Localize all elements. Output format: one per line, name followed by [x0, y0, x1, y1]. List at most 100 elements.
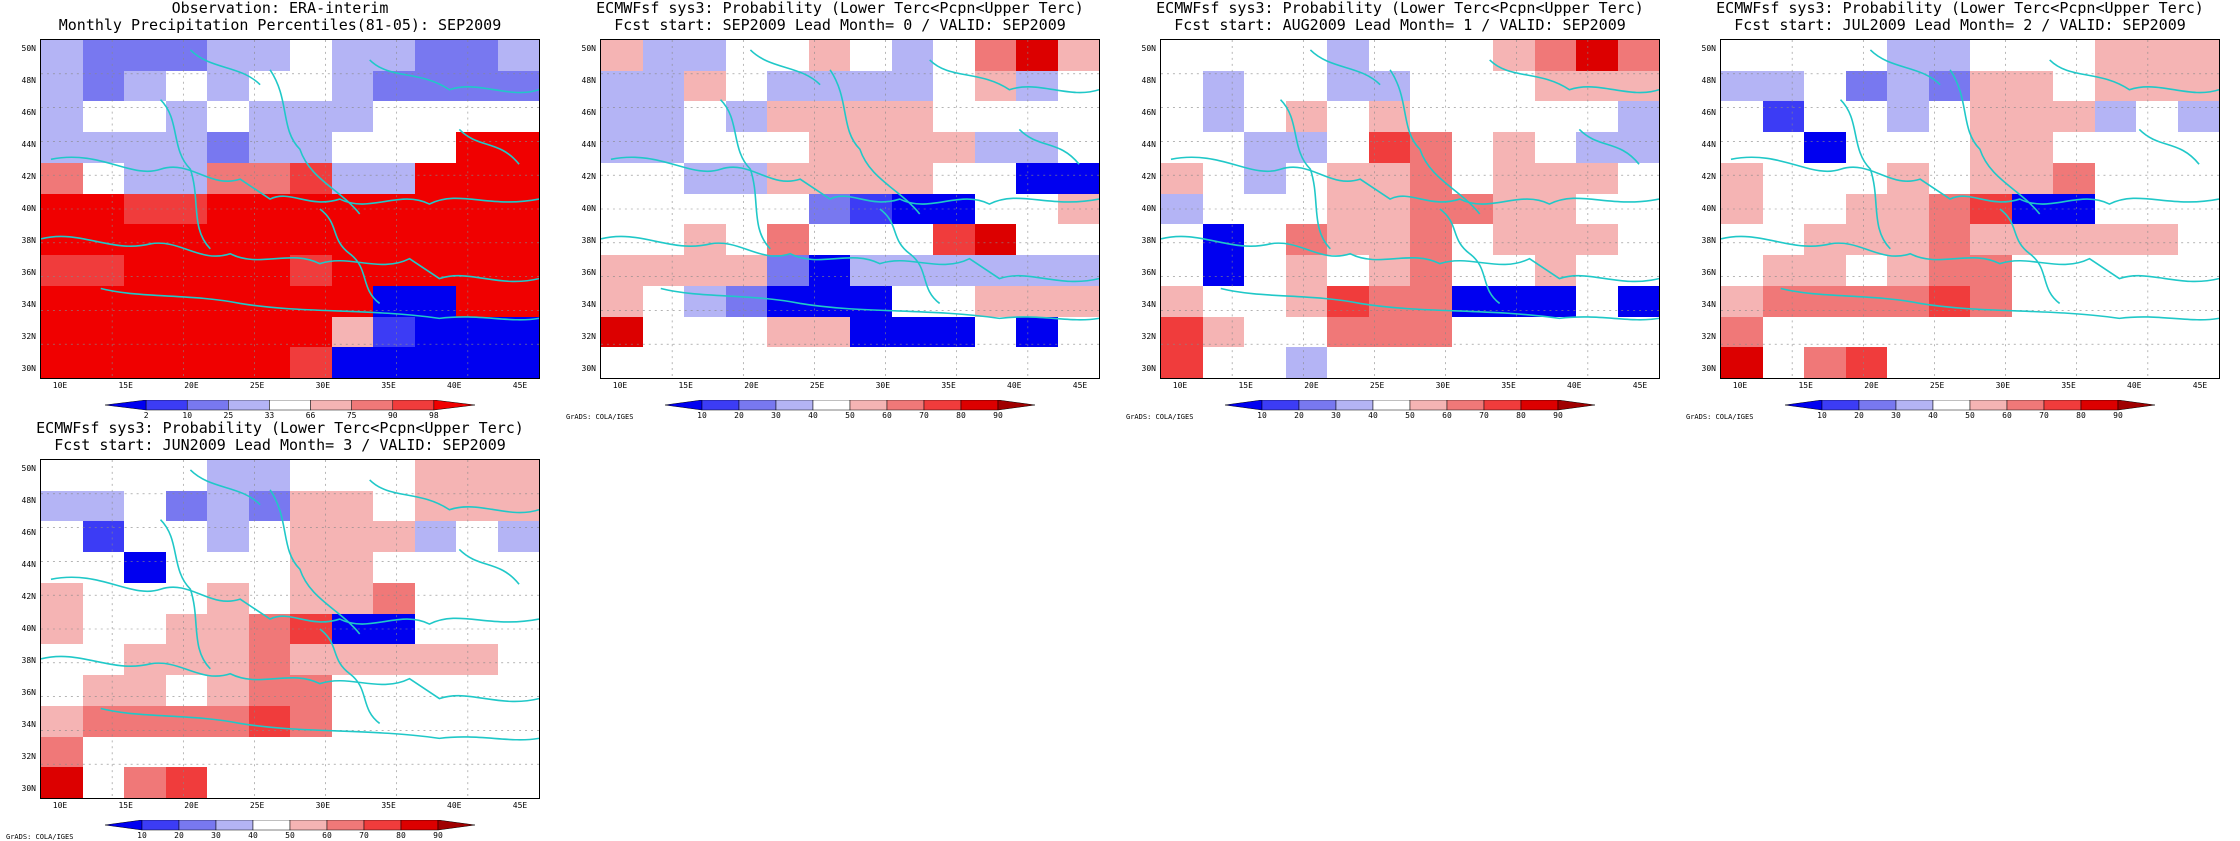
- lon-tick-label: 25E: [1929, 381, 1945, 390]
- grid-cell: [124, 285, 166, 317]
- colorbar-swatch: [701, 400, 740, 411]
- lon-tick-label: 45E: [2192, 381, 2208, 390]
- grid-cell: [41, 644, 83, 676]
- grid-cell: [2011, 40, 2053, 71]
- colorbar-swatch: [775, 400, 814, 411]
- map-plot: [600, 39, 1100, 379]
- grid-cell: [974, 224, 1016, 256]
- grid-cell: [82, 460, 124, 491]
- lon-tick-label: 30E: [875, 381, 891, 390]
- grid-cell: [2136, 255, 2178, 286]
- grid-cell: [1285, 347, 1327, 378]
- grid-cell: [456, 644, 498, 676]
- grid-cell: [1202, 285, 1244, 317]
- grid-cell: [642, 70, 684, 102]
- grid-cell: [725, 255, 767, 286]
- lon-tick-label: 40E: [2127, 381, 2142, 390]
- coastline: [41, 235, 539, 283]
- grid-cell: [497, 285, 539, 317]
- colorbar-label: 40: [808, 411, 818, 420]
- grid-cell: [601, 224, 643, 256]
- grid-cell: [82, 70, 124, 102]
- grid-cell: [497, 460, 539, 491]
- grid-cell: [2094, 162, 2136, 194]
- grid-cell: [41, 70, 83, 102]
- grid-cell: [1534, 316, 1576, 348]
- lat-tick-label: 48N: [1141, 76, 1156, 85]
- lon-tick-label: 40E: [447, 801, 462, 810]
- grid-cell: [1845, 347, 1887, 378]
- grid-cell: [1845, 132, 1887, 163]
- grid-cell: [974, 70, 1016, 102]
- grid-cell: [2094, 316, 2136, 348]
- colorbar-label: 80: [396, 831, 406, 840]
- grid-cell: [642, 347, 684, 378]
- grid-cell: [456, 162, 498, 194]
- grid-cell: [41, 521, 83, 553]
- grid-cell: [1804, 162, 1846, 194]
- grid-cell: [684, 132, 726, 163]
- grid-cell: [331, 162, 373, 194]
- colorbar-label: 75: [346, 411, 357, 420]
- grid-cell: [2177, 40, 2219, 71]
- grid-cell: [2053, 285, 2095, 317]
- grid-cell: [1244, 70, 1286, 102]
- grid-cell: [1804, 255, 1846, 286]
- coastline: [369, 59, 539, 94]
- lon-tick-label: 15E: [678, 381, 693, 390]
- panel-title: ECMWFsf sys3: Probability (Lower Terc<Pc…: [1680, 0, 2240, 34]
- colorbar-label: 40: [1928, 411, 1938, 420]
- grid-cell: [1762, 101, 1804, 133]
- lat-tick-label: 38N: [21, 236, 36, 245]
- grid-cell: [1887, 40, 1929, 71]
- colorbar-graphic: [1784, 400, 2156, 411]
- grid-cell: [82, 490, 124, 522]
- grid-cell: [1451, 316, 1493, 348]
- lon-tick-label: 20E: [1864, 381, 1879, 390]
- lat-tick-label: 34N: [581, 300, 596, 309]
- grid-cell: [1244, 132, 1286, 163]
- grid-cell: [2053, 162, 2095, 194]
- grid-cell: [1285, 70, 1327, 102]
- grid-cell: [725, 316, 767, 348]
- lat-tick-label: 44N: [21, 560, 36, 569]
- grid-cell: [1887, 255, 1929, 286]
- coastline: [1279, 99, 1331, 250]
- coastline: [159, 519, 211, 670]
- colorbar-swatch: [351, 400, 394, 411]
- grid-cell: [2177, 162, 2219, 194]
- grid-cell: [331, 70, 373, 102]
- grid-cell: [207, 552, 249, 583]
- lat-tick-label: 34N: [1141, 300, 1156, 309]
- lat-tick-label: 38N: [1701, 236, 1716, 245]
- grid-cell: [1845, 40, 1887, 71]
- grid-cell: [891, 40, 933, 71]
- panel-lead1: ECMWFsf sys3: Probability (Lower Terc<Pc…: [1120, 0, 1680, 421]
- coastline: [41, 655, 539, 703]
- grid-cell: [808, 70, 850, 102]
- lat-tick-label: 30N: [1141, 364, 1156, 373]
- colorbar-label: 30: [1891, 411, 1901, 420]
- grid-cell: [248, 644, 290, 676]
- colorbar-swatch: [849, 400, 888, 411]
- grid-cell: [891, 316, 933, 348]
- grid-cell: [1970, 70, 2012, 102]
- lat-tick-label: 36N: [581, 268, 596, 277]
- grid-cell: [2094, 347, 2136, 378]
- grid-cell: [933, 224, 975, 256]
- grid-cell: [456, 224, 498, 256]
- colorbar-swatch: [289, 820, 328, 831]
- grid-cell: [1762, 70, 1804, 102]
- title-line2: Fcst start: SEP2009 Lead Month= 0 / VALI…: [614, 16, 1066, 34]
- grid-cell: [2136, 132, 2178, 163]
- lat-tick-label: 30N: [1701, 364, 1716, 373]
- grid-cell: [1285, 162, 1327, 194]
- colorbar-swatch: [1932, 400, 1971, 411]
- colorbar-swatch: [392, 400, 435, 411]
- grid-cell: [456, 316, 498, 348]
- panel-title: ECMWFsf sys3: Probability (Lower Terc<Pc…: [1120, 0, 1680, 34]
- grid-cell: [1016, 40, 1058, 71]
- grid-cell: [331, 316, 373, 348]
- grid-cell: [1576, 255, 1618, 286]
- colorbar-swatch: [1409, 400, 1448, 411]
